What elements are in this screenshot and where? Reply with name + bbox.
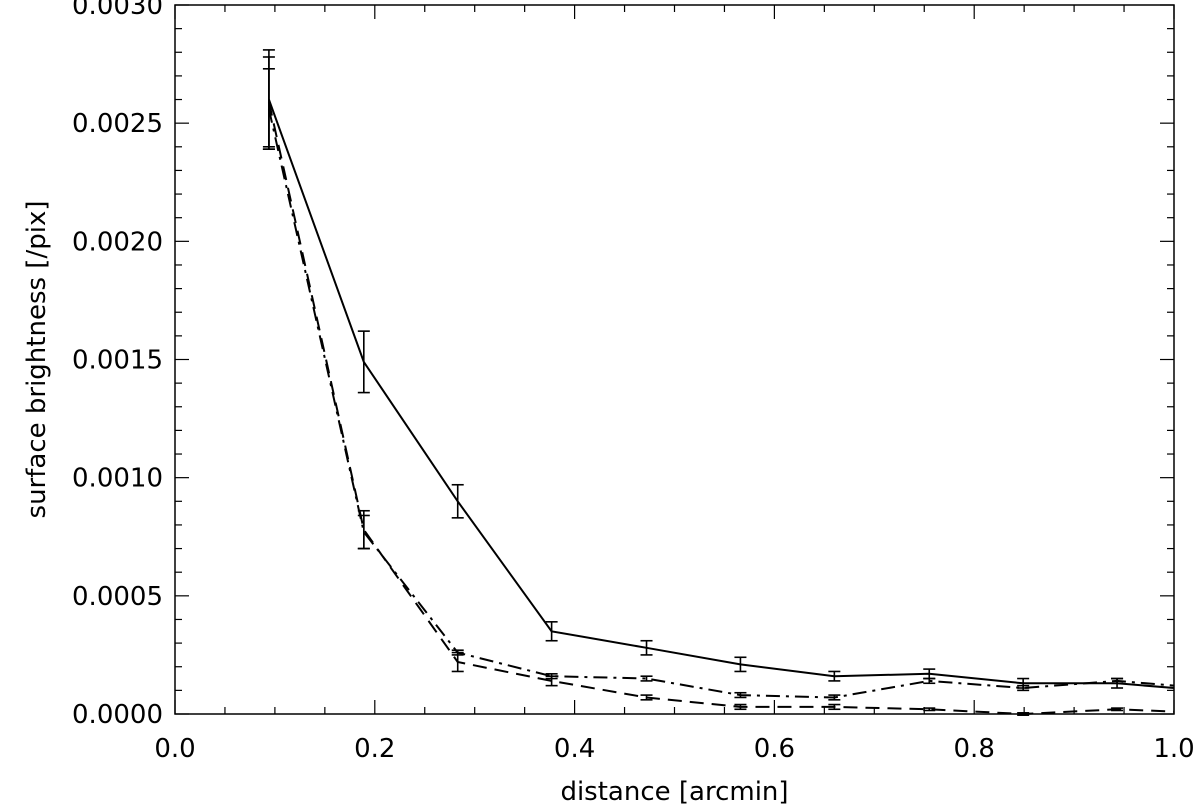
- series-line-dashed: [267, 101, 1175, 716]
- x-tick-label: 0.2: [354, 734, 395, 764]
- data-series: [262, 49, 1175, 716]
- series-solid: [262, 49, 1175, 689]
- x-tick-label: 0.6: [754, 734, 795, 764]
- series-dashdot: [262, 68, 1175, 701]
- plot-frame: [174, 4, 1175, 715]
- x-tick-label: 0.8: [954, 734, 995, 764]
- y-tick-label: 0.0020: [72, 227, 163, 257]
- y-axis-label: surface brightness [/pix]: [22, 201, 52, 519]
- x-tick-label: 0.0: [154, 734, 195, 764]
- y-tick-label: 0.0015: [72, 346, 163, 376]
- series-line-solid: [267, 99, 1175, 689]
- y-tick-label: 0.0025: [72, 109, 163, 139]
- y-tick-label: 0.0005: [72, 582, 163, 612]
- y-tick-label: 0.0000: [72, 700, 163, 730]
- series-line-dashdot: [267, 108, 1175, 699]
- x-axis-label: distance [arcmin]: [560, 777, 788, 807]
- y-tick-label: 0.0010: [72, 464, 163, 494]
- x-tick-label: 0.4: [554, 734, 595, 764]
- series-dashed: [262, 56, 1175, 716]
- x-tick-label: 1.0: [1153, 734, 1194, 764]
- axes: 0.0 0.2 0.4 0.6 0.8 1.0 0.0000 0.0005 0.0010 0.00…: [72, 0, 1195, 764]
- y-tick-label: 0.0030: [72, 0, 163, 21]
